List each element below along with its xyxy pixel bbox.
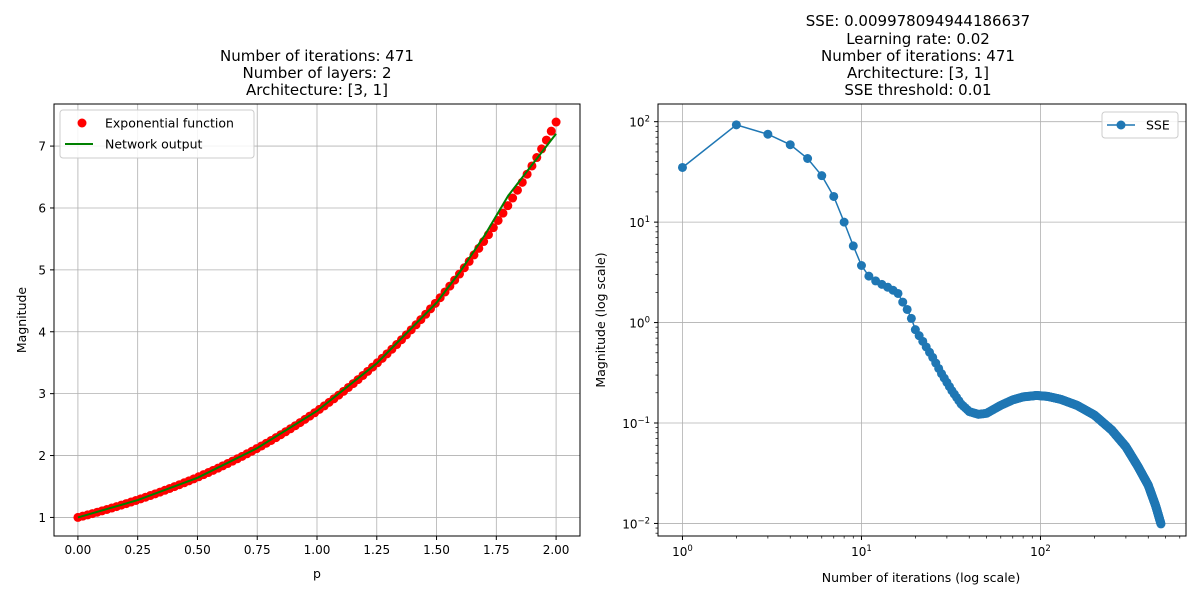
right-y-tick-base: 10 xyxy=(629,317,644,331)
right-y-tick-label: 10−2 xyxy=(622,516,650,531)
left-legend: Exponential function Network output xyxy=(59,109,255,159)
right-y-axis-label: Magnitude (log scale) xyxy=(593,252,608,387)
network-output-line xyxy=(77,133,557,519)
sse-point xyxy=(829,191,839,201)
left-title-line-1: Number of iterations: 471 xyxy=(220,47,414,65)
left-title-line-3: Architecture: [3, 1] xyxy=(246,81,388,99)
sse-point xyxy=(1156,519,1166,529)
legend-marker-sse xyxy=(1116,120,1126,130)
left-y-tick-label: 1 xyxy=(38,511,46,525)
sse-point xyxy=(898,297,908,307)
left-x-tick-label: 2.00 xyxy=(543,543,570,557)
right-y-tick-label: 101 xyxy=(629,215,650,230)
right-x-tick-exp: 2 xyxy=(1045,544,1050,554)
legend-marker-exponential xyxy=(77,118,87,128)
left-title-line-2: Number of layers: 2 xyxy=(242,64,391,82)
right-y-tick-label: 10−1 xyxy=(622,416,650,431)
left-y-tick-label: 3 xyxy=(38,387,46,401)
sse-point xyxy=(731,120,741,130)
legend-label-sse: SSE xyxy=(1146,118,1170,133)
right-series xyxy=(677,120,1166,529)
exponential-point xyxy=(503,201,513,211)
right-y-tick-base: 10 xyxy=(622,517,637,531)
left-x-tick-label: 0.00 xyxy=(65,543,92,557)
right-y-tick-exp: −1 xyxy=(637,416,650,426)
right-x-tick-label: 100 xyxy=(672,544,693,559)
exponential-point xyxy=(551,117,561,127)
right-title-line-1: SSE: 0.009978094944186637 xyxy=(806,12,1030,30)
sse-point xyxy=(864,271,874,281)
left-x-tick-label: 0.50 xyxy=(184,543,211,557)
exponential-point xyxy=(498,208,508,218)
left-legend-box xyxy=(59,109,255,159)
left-y-tick-label: 2 xyxy=(38,449,46,463)
right-axes-frame xyxy=(657,103,1187,537)
exponential-fit-chart: Number of iterations: 471 Number of laye… xyxy=(14,47,581,581)
left-x-tick-label: 1.75 xyxy=(483,543,510,557)
sse-point xyxy=(893,288,903,298)
exponential-point xyxy=(546,126,556,136)
right-title-line-4: Architecture: [3, 1] xyxy=(847,64,989,82)
left-grid xyxy=(54,104,580,536)
right-x-tick-base: 10 xyxy=(672,545,687,559)
left-x-tick-label: 1.50 xyxy=(423,543,450,557)
exponential-point xyxy=(522,169,532,179)
left-series xyxy=(73,117,561,522)
right-y-tick-label: 100 xyxy=(629,316,650,331)
right-y-tick-exp: 0 xyxy=(645,316,650,326)
right-title-line-5: SSE threshold: 0.01 xyxy=(844,81,991,99)
right-x-tick-base: 10 xyxy=(1030,545,1045,559)
left-x-tick-label: 1.00 xyxy=(304,543,331,557)
right-x-tick-base: 10 xyxy=(851,545,866,559)
left-y-axis-label: Magnitude xyxy=(14,287,29,354)
exponential-point xyxy=(508,193,518,203)
right-y-tick-base: 10 xyxy=(629,216,644,230)
right-legend: SSE xyxy=(1101,111,1179,139)
legend-label-exponential: Exponential function xyxy=(105,116,234,131)
left-x-tick-label: 0.25 xyxy=(124,543,151,557)
sse-point xyxy=(785,140,795,150)
sse-point xyxy=(763,129,773,139)
sse-point xyxy=(848,241,858,251)
sse-point xyxy=(906,313,916,323)
sse-point xyxy=(803,154,813,163)
sse-point xyxy=(817,171,827,181)
left-x-tick-label: 1.25 xyxy=(363,543,390,557)
sse-point xyxy=(839,217,849,227)
right-y-tick-base: 10 xyxy=(622,417,637,431)
exponential-point xyxy=(469,250,479,260)
right-x-tick-label: 101 xyxy=(851,544,872,559)
right-x-axis-label: Number of iterations (log scale) xyxy=(822,570,1021,585)
sse-chart: SSE: 0.009978094944186637 Learning rate:… xyxy=(593,12,1187,585)
left-tick-labels: 0.00 0.25 0.50 0.75 1.00 1.25 1.50 1.75 2.00 1 2 3 4… xyxy=(38,140,569,557)
right-y-tick-exp: 2 xyxy=(645,115,650,125)
right-legend-box xyxy=(1101,111,1179,139)
left-x-axis-label: p xyxy=(313,566,321,581)
right-y-tick-exp: −2 xyxy=(637,516,650,526)
right-title-line-3: Number of iterations: 471 xyxy=(821,47,1015,65)
right-x-tick-exp: 0 xyxy=(687,544,692,554)
exponential-point xyxy=(464,256,474,266)
left-y-tick-label: 6 xyxy=(38,201,46,215)
left-y-tick-label: 4 xyxy=(38,325,46,339)
right-x-tick-label: 102 xyxy=(1030,544,1051,559)
sse-point xyxy=(902,304,912,314)
right-y-tick-label: 102 xyxy=(629,115,650,130)
legend-label-network: Network output xyxy=(105,137,202,152)
right-title-line-2: Learning rate: 0.02 xyxy=(846,30,990,48)
left-x-tick-label: 0.75 xyxy=(244,543,271,557)
sse-point xyxy=(677,162,687,172)
left-y-tick-label: 5 xyxy=(38,263,46,277)
right-y-tick-base: 10 xyxy=(629,116,644,130)
right-y-tick-exp: 1 xyxy=(645,215,650,225)
sse-point xyxy=(856,261,866,270)
left-y-tick-label: 7 xyxy=(38,140,46,154)
right-x-tick-exp: 1 xyxy=(866,544,871,554)
